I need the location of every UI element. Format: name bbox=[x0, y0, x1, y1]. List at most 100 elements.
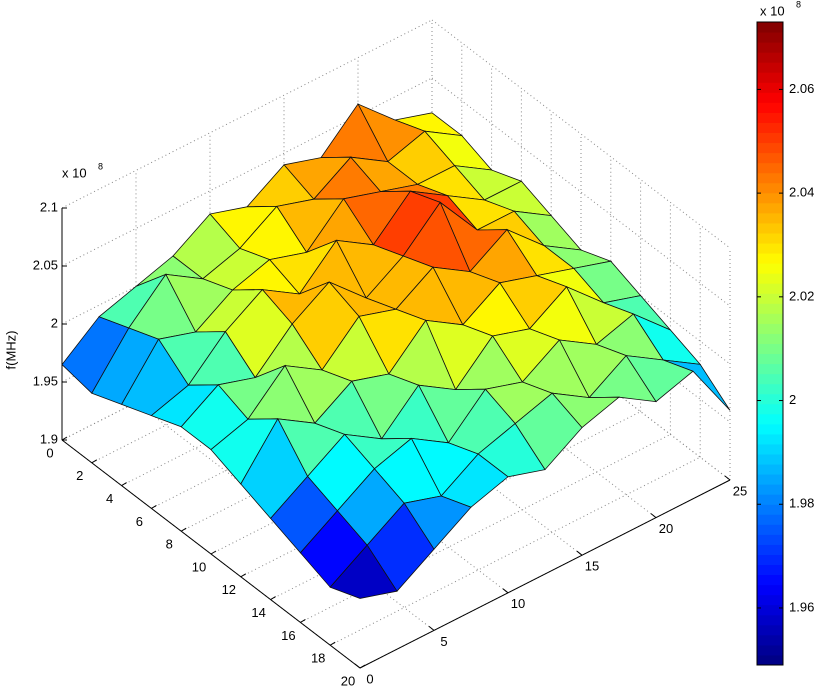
colorbar-cell bbox=[757, 654, 783, 666]
z-tick-label: 1.95 bbox=[33, 373, 58, 388]
colorbar-cell bbox=[757, 313, 783, 324]
colorbar-cell bbox=[757, 303, 783, 314]
colorbar-cell bbox=[757, 524, 783, 535]
x-tick bbox=[210, 550, 217, 555]
x-tick bbox=[270, 596, 276, 601]
surface bbox=[61, 103, 731, 599]
colorbar-cell bbox=[757, 102, 783, 113]
colorbar-cell bbox=[757, 604, 783, 616]
c-exponent: 8 bbox=[796, 0, 801, 9]
x-tick-label: 6 bbox=[136, 514, 143, 529]
colorbar-cell bbox=[757, 222, 783, 234]
colorbar-frame bbox=[756, 21, 784, 666]
colorbar-cell bbox=[757, 162, 783, 174]
y-tick-label: 25 bbox=[733, 483, 747, 498]
colorbar-cell bbox=[757, 22, 783, 33]
x-tick-label: 16 bbox=[281, 628, 295, 643]
y-tick bbox=[428, 626, 435, 631]
x-tick-label: 0 bbox=[46, 445, 53, 460]
colorbar-cell bbox=[757, 343, 783, 355]
y-tick-label: 15 bbox=[585, 559, 599, 574]
colorbar-cell bbox=[757, 152, 783, 164]
z-tick-label: 1.9 bbox=[40, 431, 58, 446]
x-tick-label: 10 bbox=[192, 559, 206, 574]
colorbar-cell bbox=[757, 182, 783, 194]
x-tick-label: 14 bbox=[251, 605, 265, 620]
grid-line bbox=[431, 135, 731, 365]
y-tick bbox=[576, 550, 583, 556]
z-exponent-base: x 10 bbox=[62, 165, 87, 180]
colorbar-cell bbox=[757, 564, 783, 576]
colorbar-cell bbox=[757, 644, 783, 656]
c-tick-label: 2.06 bbox=[789, 81, 814, 96]
colorbar-cell bbox=[757, 423, 783, 435]
colorbar-cell bbox=[757, 534, 783, 545]
colorbar-cell bbox=[757, 92, 783, 103]
grid-line bbox=[431, 77, 731, 307]
x-tick bbox=[91, 459, 98, 464]
x-tick-label: 18 bbox=[311, 651, 325, 666]
x-tick bbox=[61, 436, 68, 441]
colorbar-cell bbox=[757, 484, 783, 495]
colorbar-cell bbox=[757, 494, 783, 505]
c-exponent-base: x 10 bbox=[760, 3, 785, 18]
x-tick-label: 20 bbox=[341, 673, 355, 688]
x-tick bbox=[151, 504, 157, 509]
colorbar-cell bbox=[757, 433, 783, 445]
colorbar-cell bbox=[757, 413, 783, 425]
colorbar-cell bbox=[757, 212, 783, 224]
z-exponent: 8 bbox=[98, 161, 103, 171]
z-tick-label: 2.05 bbox=[33, 257, 58, 272]
colorbar-cell bbox=[757, 333, 783, 344]
colorbar-cell bbox=[757, 32, 783, 43]
x-tick bbox=[300, 618, 306, 623]
grid-line bbox=[431, 251, 731, 481]
colorbar-cell bbox=[757, 584, 783, 596]
y-tick bbox=[724, 475, 731, 481]
colorbar-cell bbox=[757, 253, 783, 264]
colorbar-cell bbox=[757, 142, 783, 154]
x-tick bbox=[329, 641, 336, 646]
colorbar-cell bbox=[757, 544, 783, 555]
x-tick-label: 2 bbox=[76, 468, 83, 483]
y-tick bbox=[650, 513, 657, 518]
colorbar-cell bbox=[757, 574, 783, 586]
colorbar-cell bbox=[757, 192, 783, 204]
c-tick-label: 1.98 bbox=[789, 496, 814, 511]
colorbar-cell bbox=[757, 263, 783, 274]
colorbar-cell bbox=[757, 122, 783, 134]
y-tick bbox=[502, 588, 509, 594]
c-tick-label: 1.96 bbox=[789, 599, 814, 614]
axis-line bbox=[359, 479, 731, 669]
grid-line bbox=[431, 193, 731, 423]
y-tick-label: 0 bbox=[366, 671, 373, 686]
colorbar-cell bbox=[757, 474, 783, 485]
colorbar-cell bbox=[757, 614, 783, 626]
colorbar-cell bbox=[757, 202, 783, 214]
x-tick bbox=[121, 482, 127, 487]
c-tick-label: 2.02 bbox=[789, 288, 814, 303]
colorbar-cell bbox=[757, 42, 783, 53]
grid-line bbox=[209, 364, 509, 594]
colorbar-cell bbox=[757, 634, 783, 646]
y-tick-label: 5 bbox=[440, 634, 447, 649]
colorbar-cell bbox=[757, 273, 783, 284]
colorbar-cell bbox=[757, 504, 783, 515]
x-tick bbox=[240, 573, 247, 578]
x-tick-label: 4 bbox=[106, 491, 113, 506]
colorbar-cell bbox=[757, 383, 783, 395]
colorbar-cell bbox=[757, 293, 783, 304]
colorbar-cell bbox=[757, 403, 783, 415]
colorbar-cell bbox=[757, 393, 783, 405]
colorbar-cell bbox=[757, 594, 783, 606]
z-tick-label: 2 bbox=[51, 315, 58, 330]
colorbar-cell bbox=[757, 132, 783, 144]
y-tick-label: 10 bbox=[511, 596, 525, 611]
grid-line bbox=[357, 289, 657, 518]
colorbar-cell bbox=[757, 353, 783, 365]
colorbar-cell bbox=[757, 82, 783, 93]
grid-line bbox=[431, 19, 731, 249]
x-tick-label: 12 bbox=[222, 582, 236, 597]
colorbar-cell bbox=[757, 172, 783, 184]
